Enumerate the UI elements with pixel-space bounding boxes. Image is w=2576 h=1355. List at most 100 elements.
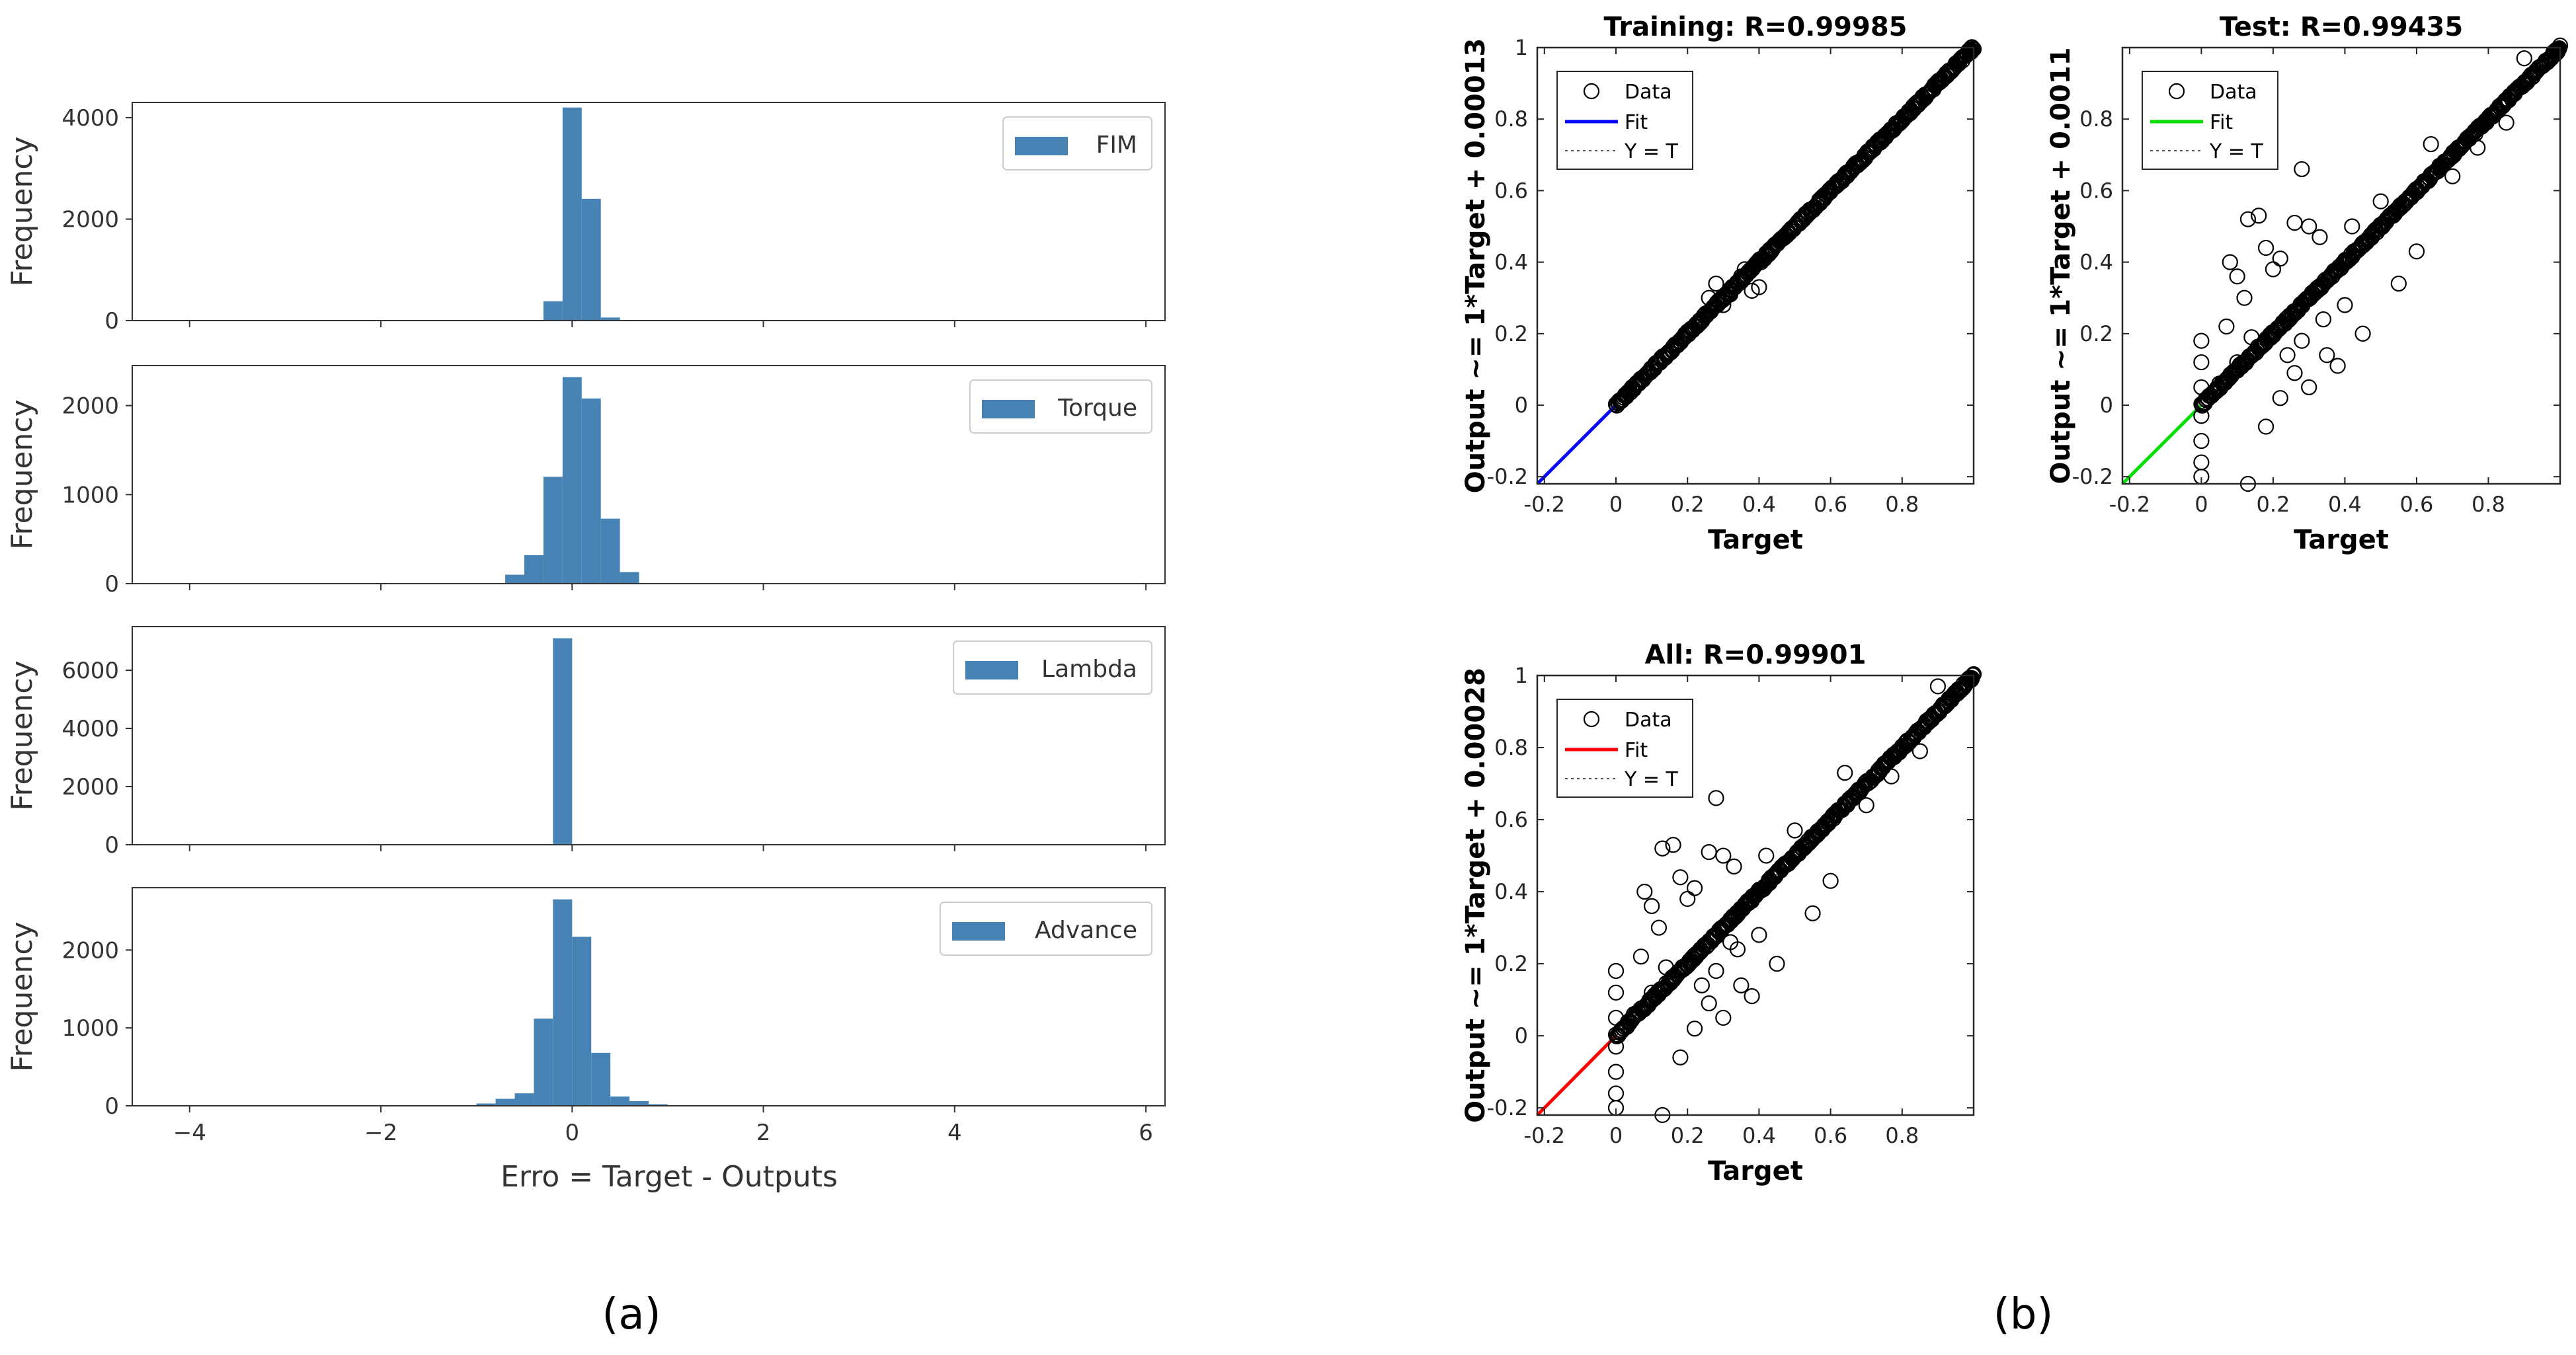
histogram-bar bbox=[562, 377, 582, 584]
x-axis-label: Target bbox=[2294, 525, 2389, 555]
data-point bbox=[2229, 354, 2245, 371]
reg-training-plot: -0.2 0 0.2 0.4 0.6 0.8 -0.2 0 0.2 0.4 0.6 0.8 1 Train… bbox=[1461, 12, 1982, 555]
legend-label: Lambda bbox=[1041, 656, 1137, 683]
data-point bbox=[2279, 347, 2296, 364]
fit-line bbox=[1536, 404, 1617, 485]
data-point bbox=[1751, 279, 1767, 295]
axes-frame bbox=[132, 102, 1166, 321]
data-point bbox=[1733, 977, 1750, 993]
data-point bbox=[2265, 325, 2282, 342]
histogram-bar bbox=[476, 1103, 496, 1106]
histogram-bar bbox=[572, 937, 592, 1106]
x-tick-label: 0 bbox=[1609, 1123, 1623, 1148]
y-tick-label: 2000 bbox=[61, 207, 119, 233]
y-tick-label: 0 bbox=[1515, 393, 1528, 418]
y-tick-label: -0.2 bbox=[1487, 464, 1528, 489]
y-tick-label: 4000 bbox=[61, 105, 119, 132]
legend-label: Y = T bbox=[1624, 768, 1679, 791]
y-axis-label: Frequency bbox=[5, 136, 39, 286]
legend: Data Fit Y = T bbox=[1556, 699, 1693, 798]
y-tick-label: 1000 bbox=[61, 482, 119, 508]
x-tick-label: 0.6 bbox=[1814, 492, 1847, 517]
data-point bbox=[1701, 290, 1717, 306]
data-point bbox=[1960, 670, 1980, 689]
y-tick-label: 0.8 bbox=[2079, 106, 2113, 132]
data-point bbox=[1708, 275, 1724, 292]
x-tick-label: 0.8 bbox=[1885, 1123, 1919, 1148]
legend-label: Torque bbox=[1057, 395, 1137, 422]
data-markers bbox=[2193, 37, 2569, 492]
hist-lambda-plot: 0 2000 4000 6000 Frequency Lambda bbox=[5, 626, 1166, 859]
chart-title: Training: R=0.99985 bbox=[1603, 12, 1907, 42]
x-tick-label: 0 bbox=[2194, 492, 2208, 517]
data-point bbox=[1632, 948, 1649, 965]
x-tick-label: 0.4 bbox=[1742, 492, 1776, 517]
y-axis-label: Frequency bbox=[5, 921, 39, 1071]
x-axis-label: Target bbox=[1708, 525, 1803, 555]
data-point bbox=[1722, 934, 1739, 950]
y-tick-label: 0.8 bbox=[1494, 106, 1528, 132]
histogram-bar bbox=[562, 107, 582, 321]
histogram-bar bbox=[543, 301, 563, 321]
legend-data-marker bbox=[1583, 711, 1600, 728]
legend-label: Data bbox=[1625, 709, 1672, 732]
data-point bbox=[1912, 743, 1928, 759]
data-point bbox=[2372, 193, 2389, 210]
data-point bbox=[2222, 254, 2238, 270]
data-point bbox=[1736, 261, 1753, 278]
data-point bbox=[1744, 988, 1760, 1005]
y-tick-label: 1 bbox=[1515, 663, 1528, 688]
legend-label: Fit bbox=[1625, 739, 1648, 762]
axes-frame bbox=[132, 626, 1166, 845]
y-tick-label: 0 bbox=[2100, 393, 2113, 418]
histogram-bar bbox=[581, 398, 601, 584]
data-point bbox=[2516, 50, 2532, 67]
fit-line bbox=[1536, 1034, 1617, 1116]
data-point bbox=[1654, 840, 1671, 857]
histogram-bar bbox=[543, 477, 563, 584]
data-point bbox=[1672, 1049, 1689, 1065]
data-point bbox=[1960, 42, 1980, 61]
axes-frame bbox=[132, 365, 1166, 584]
data-point bbox=[1686, 1021, 1703, 1037]
y-tick-label: 0.6 bbox=[1494, 178, 1528, 203]
y-axis-label: Frequency bbox=[5, 399, 39, 549]
x-tick-label: 0 bbox=[1609, 492, 1623, 517]
histogram-bar bbox=[591, 1052, 611, 1106]
data-point bbox=[2193, 379, 2210, 396]
y-tick-label: 0.2 bbox=[2079, 321, 2113, 346]
data-point bbox=[1607, 984, 1625, 1001]
y-tick-label: 1 bbox=[1515, 35, 1528, 60]
data-point bbox=[2257, 239, 2274, 256]
data-point bbox=[1679, 955, 1696, 972]
axes-frame bbox=[1536, 674, 1975, 1116]
legend-label: Y = T bbox=[2209, 140, 2264, 163]
data-point bbox=[1787, 822, 1803, 839]
legend: Data Fit Y = T bbox=[2142, 71, 2278, 170]
data-point bbox=[2390, 275, 2407, 292]
data-point bbox=[2470, 139, 2486, 156]
data-point bbox=[1650, 919, 1668, 936]
data-point bbox=[1858, 797, 1874, 814]
data-point bbox=[2193, 332, 2210, 349]
data-point bbox=[2239, 211, 2257, 227]
legend-label: Advance bbox=[1035, 917, 1137, 944]
x-tick-label: -0.2 bbox=[1524, 492, 1565, 517]
legend-data-marker bbox=[1583, 83, 1600, 100]
x-tick-label: -0.2 bbox=[1524, 1123, 1565, 1148]
data-point bbox=[1929, 678, 1947, 695]
x-tick-label: 0.4 bbox=[1742, 1123, 1776, 1148]
histogram-bar bbox=[505, 574, 524, 584]
x-tick-label: 2 bbox=[756, 1120, 771, 1146]
x-tick-label: 0.6 bbox=[2400, 492, 2434, 517]
data-point bbox=[2355, 325, 2371, 342]
data-point bbox=[2236, 290, 2253, 306]
data-markers bbox=[1607, 666, 1982, 1124]
legend-label: Y = T bbox=[1624, 140, 1679, 163]
data-point bbox=[2294, 161, 2310, 178]
data-point bbox=[2272, 390, 2288, 406]
y-axis-label: Output ~= 1*Target + 0.00028 bbox=[1461, 668, 1491, 1123]
histogram-bar bbox=[600, 518, 620, 584]
data-point bbox=[1686, 880, 1703, 896]
data-point bbox=[1837, 765, 1853, 781]
